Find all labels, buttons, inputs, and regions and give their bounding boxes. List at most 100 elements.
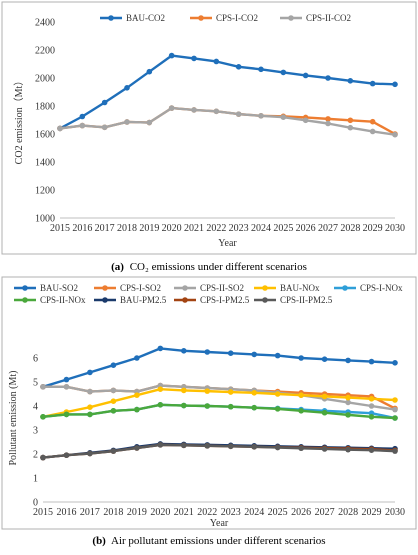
- panel-b-data-point: [181, 402, 187, 409]
- panel-b-data-point: [345, 394, 351, 401]
- panel-b-data-point: [368, 414, 375, 420]
- panel-b-legend-item: BAU-PM2.5: [94, 295, 167, 305]
- panel-b-data-point: [227, 389, 234, 395]
- panel-b-data-point: [251, 390, 257, 396]
- panel-b-legend-label: BAU-NOx: [280, 283, 320, 293]
- panel-b-y-tick-label: 1: [33, 474, 38, 485]
- panel-a-data-point: [235, 64, 242, 70]
- panel-b-x-tick-label: 2016: [56, 507, 76, 518]
- panel-b-legend-swatch-marker: [262, 297, 268, 303]
- panel-b-legend-label: CPS-II-SO2: [200, 283, 244, 293]
- panel-b-legend-swatch-marker: [262, 285, 268, 291]
- panel-a-x-tick-label: 2015: [50, 223, 70, 234]
- panel-a-data-point: [235, 111, 242, 117]
- panel-b-data-point: [345, 399, 351, 406]
- panel-b-data-point: [181, 442, 187, 449]
- panel-b-legend-swatch-marker: [182, 285, 188, 291]
- panel-a-data-point: [213, 58, 220, 65]
- panel-b-data-point: [204, 388, 211, 394]
- panel-a-legend-label: CPS-II-CO2: [306, 13, 351, 23]
- panel-b-legend-swatch-marker: [102, 297, 108, 303]
- panel-b-x-axis-title: Year: [210, 518, 229, 529]
- panel-b-x-tick-label: 2028: [338, 507, 358, 518]
- panel-b-data-point: [251, 444, 257, 450]
- panel-b-data-point: [63, 452, 70, 459]
- panel-a-data-point: [168, 105, 175, 111]
- panel-b-x-tick-label: 2027: [315, 507, 335, 518]
- panel-b-data-point: [321, 446, 328, 452]
- panel-b-data-point: [298, 392, 304, 399]
- panel-b-legend-label: BAU-SO2: [40, 283, 78, 293]
- panel-a-chart: 1000 1200 1400 1600 1800 2000 2200 2400 2015 2016…: [13, 13, 405, 249]
- panel-a-x-tick-label: 2024: [251, 223, 271, 234]
- panel-b-legend-label: BAU-PM2.5: [120, 295, 167, 305]
- panel-a-data-point: [258, 66, 264, 73]
- caption-a-label: (a): [111, 261, 124, 273]
- panel-b-legend-item: CPS-II-NOx: [14, 295, 86, 305]
- panel-a-data-point: [124, 85, 130, 91]
- panel-b-legend-item: CPS-I-NOx: [334, 283, 403, 293]
- panel-b-series-line: [42, 443, 396, 459]
- panel-b-data-point: [110, 448, 117, 454]
- panel-a-data-point: [325, 120, 331, 127]
- panel-b-legend-item: CPS-II-SO2: [174, 283, 244, 293]
- panel-a-x-tick-label: 2025: [273, 223, 293, 234]
- panel-b-data-point: [40, 454, 46, 461]
- panel-b-chart: 0 1 2 3 4 5 6 2015 2016 2017 2018 2019 2020 2021 2022 2…: [8, 283, 405, 529]
- panel-b-data-point: [40, 414, 46, 420]
- panel-a-data-point: [146, 119, 153, 126]
- panel-b-y-tick-label: 3: [33, 426, 38, 437]
- panel-b-data-point: [368, 396, 375, 402]
- panel-b-data-point: [87, 369, 93, 376]
- panel-b-data-point: [87, 404, 93, 411]
- panel-a-y-tick-label: 1600: [35, 130, 55, 141]
- panel-b-data-point: [40, 384, 46, 390]
- panel-a-data-point: [280, 69, 287, 76]
- panel-b-data-point: [368, 447, 375, 453]
- panel-b-data-point: [392, 360, 398, 366]
- panel-b-data-point: [181, 348, 187, 354]
- panel-a-legend-swatch-marker: [288, 15, 294, 21]
- panel-b-data-point: [87, 388, 93, 395]
- panel-b-series-6: [40, 402, 398, 421]
- panel-b-x-tick-label: 2024: [244, 507, 264, 518]
- panel-b-data-point: [134, 355, 140, 361]
- panel-b-data-point: [345, 446, 351, 453]
- panel-b-data-point: [392, 448, 398, 454]
- panel-a-data-point: [191, 107, 197, 113]
- panel-b-legend-item: BAU-SO2: [14, 283, 78, 293]
- panel-a-data-point: [347, 78, 354, 84]
- panel-b-data-point: [87, 450, 93, 457]
- panel-a-data-point: [347, 124, 354, 131]
- panel-b-y-tick-label: 4: [33, 402, 38, 413]
- panel-b-x-tick-label: 2017: [80, 507, 100, 518]
- panel-a-data-point: [57, 125, 63, 132]
- panel-a-x-tick-label: 2030: [385, 223, 405, 234]
- panel-b-legend-swatch-marker: [182, 297, 188, 303]
- panel-b-data-point: [181, 387, 187, 394]
- panel-a-x-tick-label: 2017: [95, 223, 115, 234]
- panel-a-data-point: [101, 99, 108, 106]
- panel-b-data-point: [298, 355, 304, 361]
- panel-b-x-tick-label: 2015: [33, 507, 53, 518]
- panel-b-data-point: [251, 404, 257, 411]
- panel-b-data-point: [204, 443, 211, 449]
- panel-b-series-line: [43, 384, 396, 411]
- panel-b-legend-label: CPS-II-PM2.5: [280, 295, 333, 305]
- caption-b-text: Air pollutant emissions under different …: [111, 535, 326, 547]
- panel-b-y-tick-label: 6: [33, 354, 38, 365]
- panel-b-x-tick-label: 2025: [268, 507, 288, 518]
- panel-a-y-tick-label: 1200: [35, 186, 55, 197]
- panel-a-x-tick-label: 2028: [340, 223, 360, 234]
- panel-b-x-tick-label: 2023: [221, 507, 241, 518]
- panel-b-data-point: [345, 357, 351, 364]
- panel-b-data-point: [274, 391, 281, 397]
- panel-a-data-point: [191, 55, 197, 62]
- panel-b-data-point: [227, 350, 234, 357]
- panel-b-data-point: [63, 384, 70, 390]
- panel-b-data-point: [134, 445, 140, 451]
- panel-b-series-9: [40, 442, 398, 461]
- panel-b-legend-label: CPS-I-NOx: [360, 283, 403, 293]
